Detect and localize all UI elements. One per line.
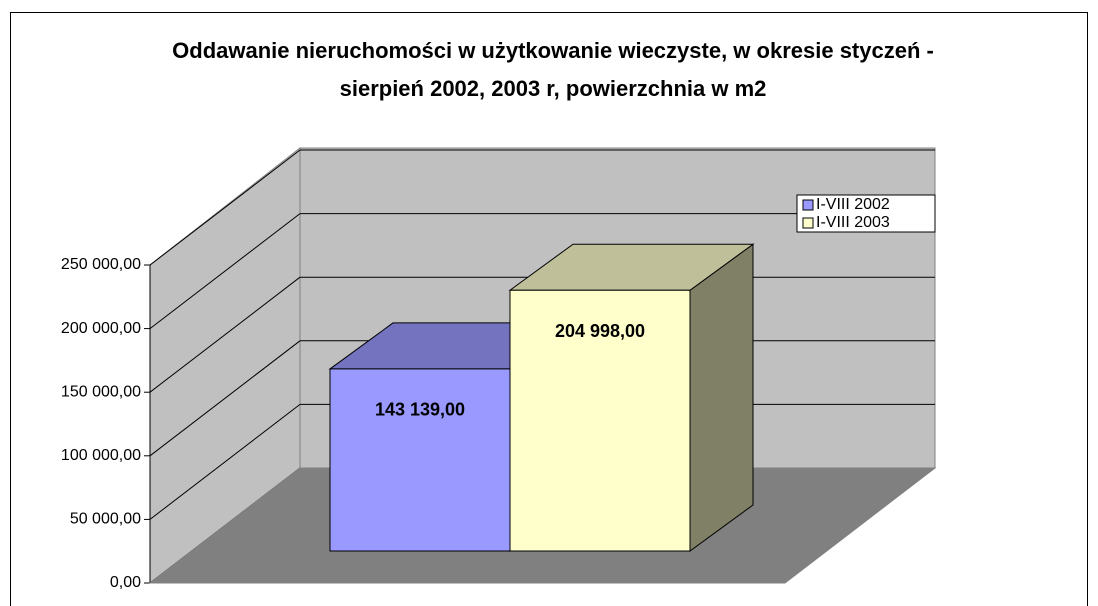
grid-line [149,276,301,393]
bar-side [689,243,754,552]
y-tick-label: 50 000,00 [70,511,141,528]
y-tick-label: 150 000,00 [61,383,141,400]
grid-line [149,340,301,457]
bar [329,368,511,552]
bar [509,289,691,552]
chart-frame [10,12,1088,606]
y-tick-label: 100 000,00 [61,447,141,464]
grid-line [149,404,301,520]
legend-box [796,194,936,233]
data-label: 143 139,00 [375,400,465,420]
legend-swatch [802,217,814,229]
legend-label: I-VIII 2003 [816,214,890,231]
legend-swatch [802,199,814,211]
legend-label: I-VIII 2002 [816,196,890,213]
grid-line [149,213,301,329]
y-tick-label: 250 000,00 [61,256,141,273]
chart-title: Oddawanie nieruchomości w użytkowanie wi… [172,38,934,101]
grid-line [149,149,301,266]
y-tick-label: 0,00 [110,574,141,591]
y-tick-label: 200 000,00 [61,320,141,337]
data-label: 204 998,00 [555,321,645,341]
